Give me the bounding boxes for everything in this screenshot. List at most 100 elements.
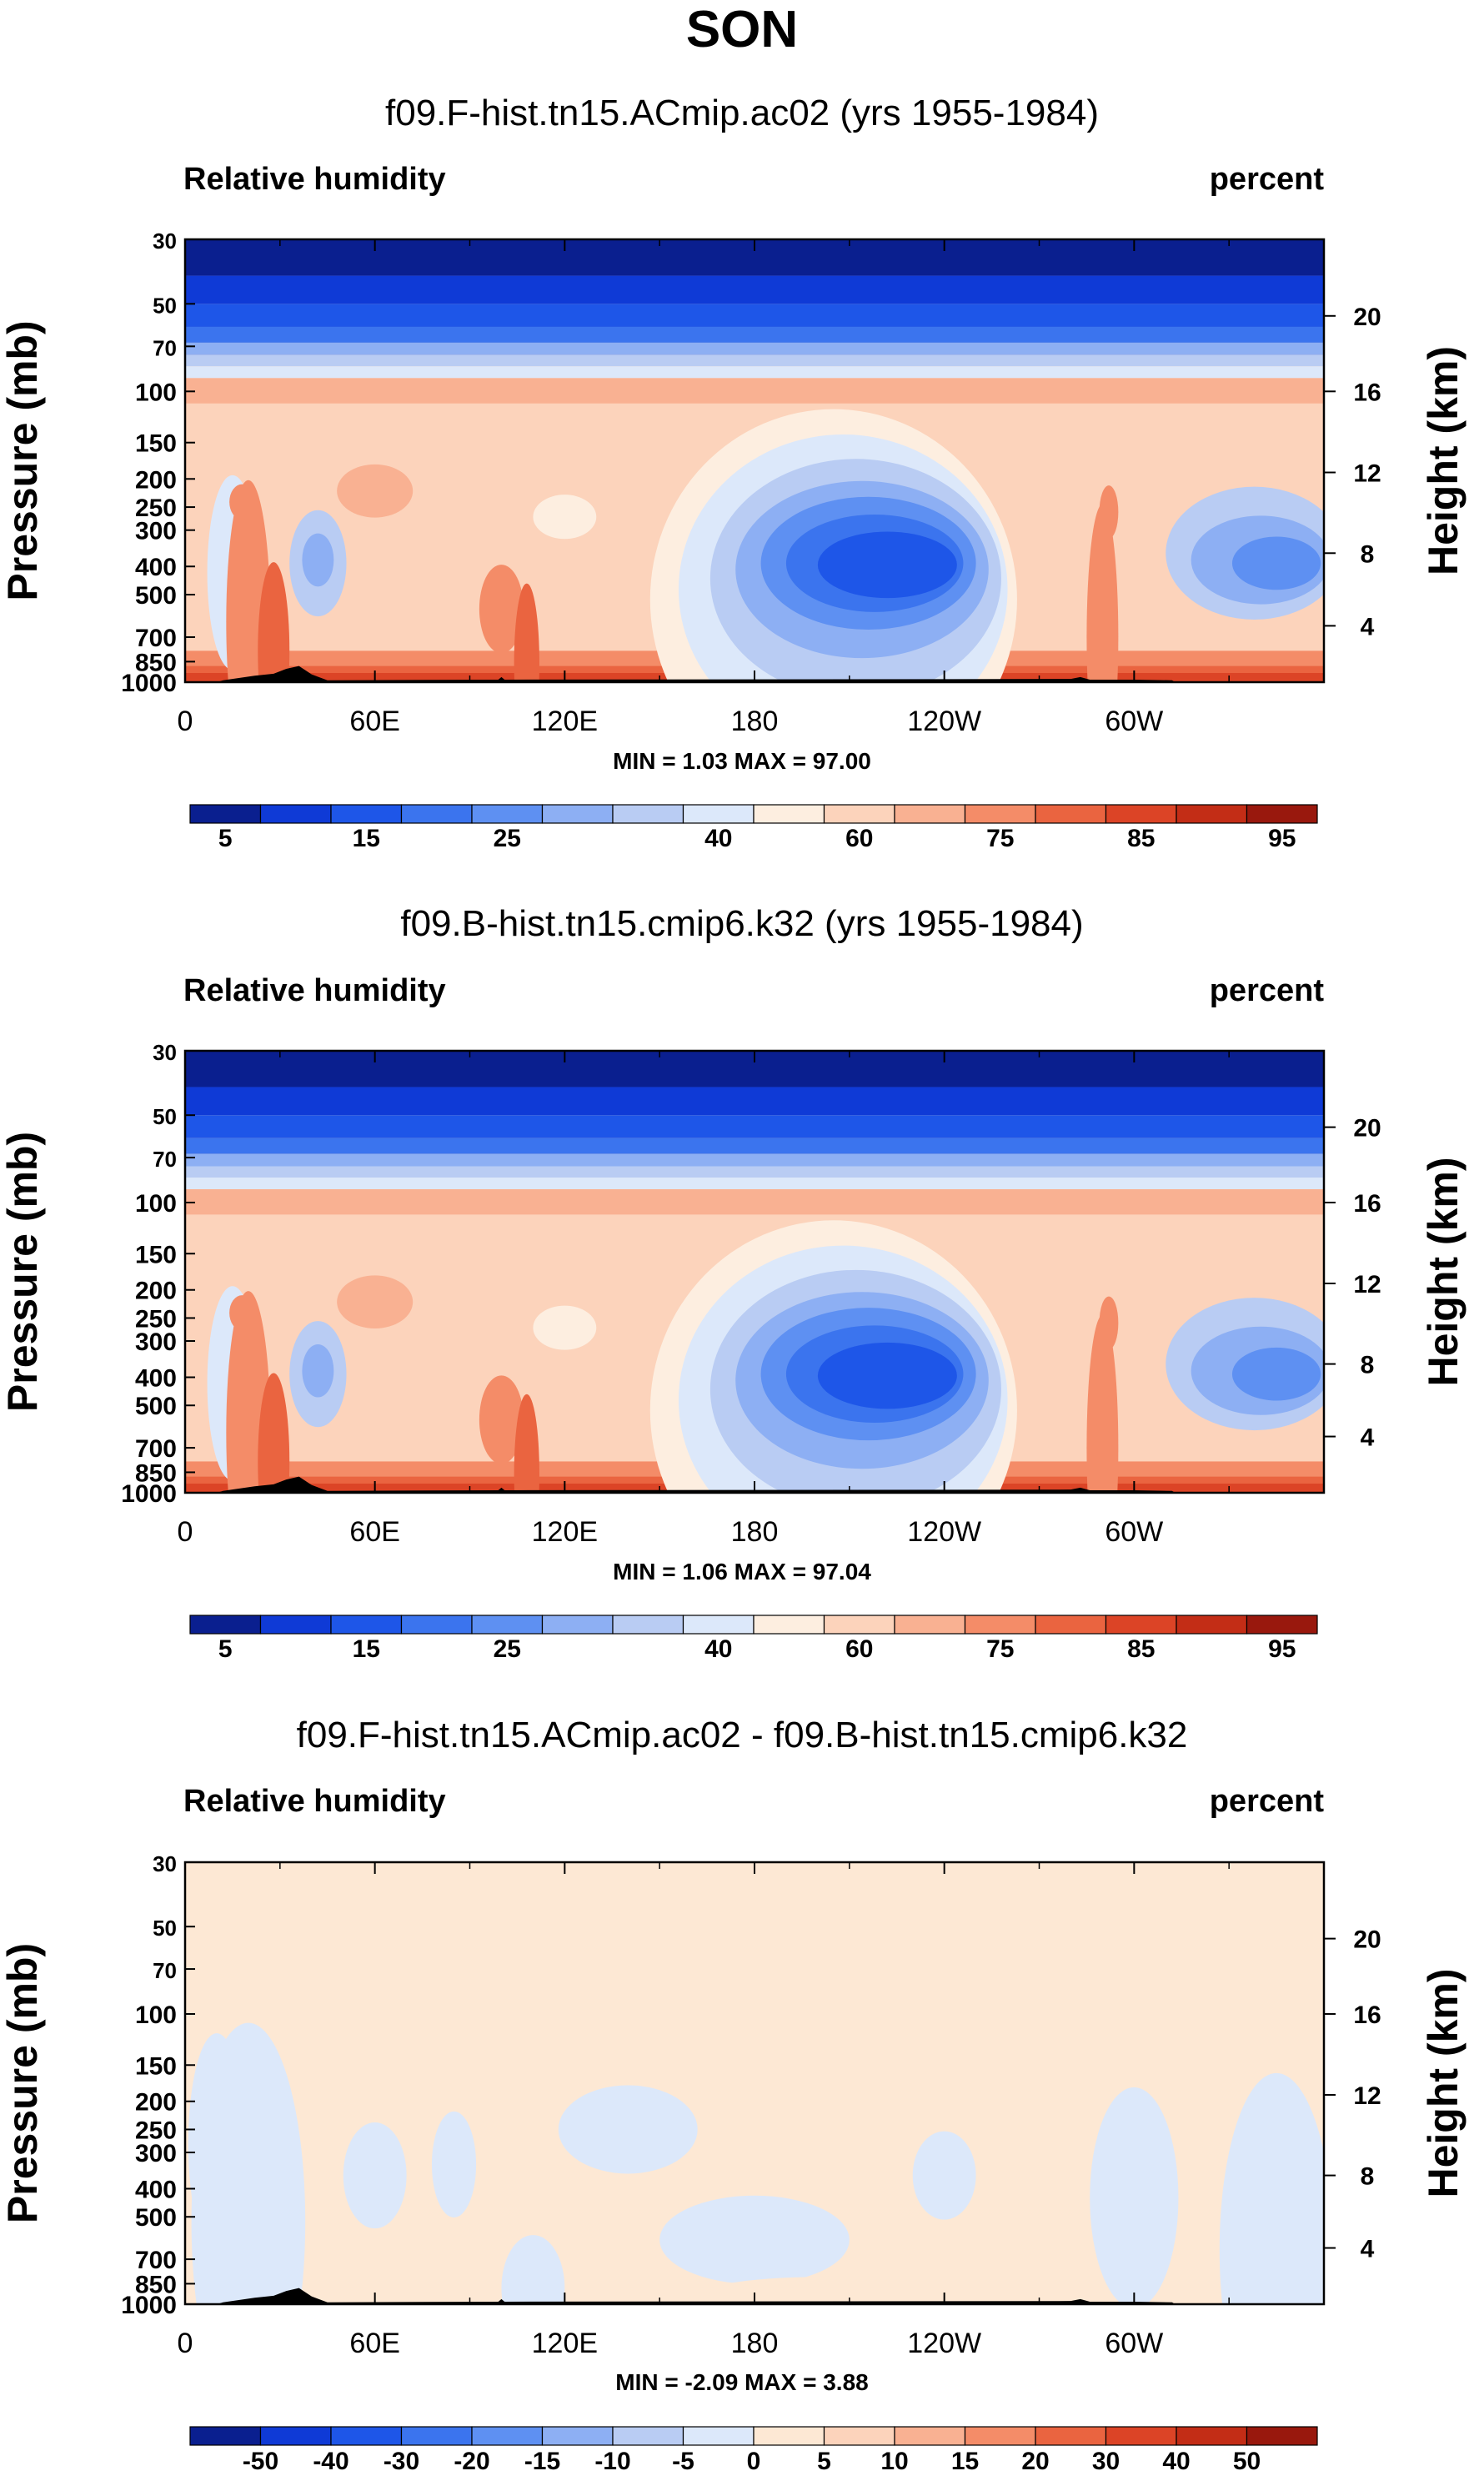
y-right-tick-label: 4 — [1361, 2236, 1375, 2263]
colorbar-swatch — [400, 804, 473, 824]
diff-neg-surface-1 — [501, 2235, 565, 2304]
land-mask — [216, 1476, 1176, 1493]
colorbar-swatch — [189, 2426, 262, 2446]
rh-dry-africa-2 — [302, 533, 334, 587]
y-tick-label: 150 — [135, 430, 177, 458]
colorbar-swatch — [682, 1615, 755, 1635]
rh-upper-moist-2 — [229, 484, 255, 520]
colorbar-label: 25 — [494, 825, 521, 852]
colorbar: 5 15 25 40 60 75 85 95 — [189, 804, 1318, 852]
colorbar-swatch — [753, 1615, 825, 1635]
x-tick-label: 60W — [1105, 2328, 1163, 2359]
panel-2: f09.B-hist.tn15.cmip6.k32 (yrs 1955-1984… — [0, 903, 1466, 1663]
colorbar-swatch — [330, 1615, 403, 1635]
colorbar-swatch — [612, 1615, 684, 1635]
colorbar-swatch — [894, 1615, 966, 1635]
y-axis-title-right: Height (km) — [1420, 346, 1466, 575]
colorbar-label: 5 — [218, 1635, 233, 1663]
y-tick-label: 200 — [135, 1278, 177, 1305]
y-tick-label: 250 — [135, 495, 177, 522]
plot-area — [185, 1862, 1324, 2304]
panel-right-label: percent — [1210, 162, 1325, 197]
colorbar-swatch — [1105, 804, 1177, 824]
colorbar-swatch — [259, 1615, 332, 1635]
y-tick-label: 70 — [153, 1958, 177, 1983]
y-tick-label: 50 — [153, 1104, 177, 1129]
colorbar: 5 15 25 40 60 75 85 95 — [189, 1615, 1318, 1663]
diff-neg-indian — [343, 2122, 407, 2229]
y-tick-label: 500 — [135, 1393, 177, 1420]
rh-strat-band — [185, 304, 1324, 327]
panel-3: f09.F-hist.tn15.ACmip.ac02 - f09.B-hist.… — [0, 1715, 1466, 2475]
y-right-tick-label: 4 — [1361, 613, 1375, 640]
rh-moist-maritime-2 — [514, 1394, 539, 1493]
colorbar-label: 75 — [986, 1635, 1014, 1663]
y-tick-label: 300 — [135, 2140, 177, 2167]
colorbar-swatch — [1105, 1615, 1177, 1635]
colorbar-swatch — [471, 1615, 544, 1635]
x-tick-label: 120W — [907, 1516, 981, 1548]
y-axis-title: Pressure (mb) — [0, 320, 46, 600]
x-tick-label: 120E — [532, 2328, 598, 2359]
y-axis-title: Pressure (mb) — [0, 1132, 46, 1412]
y-tick-label: 850 — [135, 649, 177, 676]
colorbar-label: -10 — [594, 2448, 630, 2475]
colorbar-label: 40 — [704, 1635, 732, 1663]
y-tick-label: 500 — [135, 582, 177, 610]
y-tick-label: 150 — [135, 1241, 177, 1268]
rh-strat-band — [185, 1153, 1324, 1167]
y-tick-label: 30 — [153, 1851, 177, 1876]
colorbar-label: -15 — [524, 2448, 560, 2475]
rh-light-patch — [533, 1305, 597, 1350]
colorbar-swatch — [823, 804, 895, 824]
y-tick-label: 30 — [153, 229, 177, 254]
colorbar-swatch — [259, 2426, 332, 2446]
diff-neg-central-pacific — [659, 2195, 850, 2284]
panel-title: f09.B-hist.tn15.cmip6.k32 (yrs 1955-1984… — [400, 903, 1083, 944]
x-tick-label: 180 — [731, 1516, 779, 1548]
colorbar-swatch — [612, 804, 684, 824]
panel-right-label: percent — [1210, 1784, 1325, 1819]
panel-title: f09.F-hist.tn15.ACmip.ac02 - f09.B-hist.… — [297, 1715, 1188, 1755]
y-tick-label: 50 — [153, 1916, 177, 1941]
colorbar-swatch — [330, 804, 403, 824]
rh-strat-band — [185, 342, 1324, 355]
diff-pos-surface — [691, 2277, 945, 2304]
colorbar-label: 25 — [494, 1635, 521, 1663]
colorbar-swatch — [894, 804, 966, 824]
colorbar-swatch — [894, 2426, 966, 2446]
panels: f09.F-hist.tn15.ACmip.ac02 (yrs 1955-198… — [0, 93, 1466, 2475]
x-tick-label: 60W — [1105, 706, 1163, 737]
colorbar-swatch — [189, 1615, 262, 1635]
colorbar-swatch — [1105, 2426, 1177, 2446]
colorbar-swatch — [330, 2426, 403, 2446]
colorbar-label: 40 — [704, 825, 732, 852]
y-tick-label: 70 — [153, 1147, 177, 1172]
rh-strat-band — [185, 1115, 1324, 1138]
rh-light-patch — [533, 495, 597, 540]
colorbar-swatch — [1246, 804, 1318, 824]
figure-title: SON — [686, 1, 798, 58]
panel-title: f09.F-hist.tn15.ACmip.ac02 (yrs 1955-198… — [385, 93, 1099, 133]
colorbar-label: 15 — [353, 1635, 380, 1663]
colorbar-label: -20 — [454, 2448, 489, 2475]
colorbar-swatch — [964, 804, 1036, 824]
colorbar-label: -5 — [672, 2448, 694, 2475]
colorbar-label: 60 — [845, 825, 873, 852]
rh-strat-band — [185, 326, 1324, 343]
y-tick-label: 200 — [135, 466, 177, 494]
y-right-tick-label: 16 — [1353, 1190, 1381, 1218]
colorbar-swatch — [682, 2426, 755, 2446]
colorbar-swatch — [541, 2426, 614, 2446]
y-axis-title-right: Height (km) — [1420, 1158, 1466, 1387]
x-tick-label: 120E — [532, 706, 598, 737]
rh-tropopause-moist — [185, 1189, 1324, 1215]
y-axis-title: Pressure (mb) — [0, 1943, 46, 2223]
colorbar-label: 20 — [1021, 2448, 1049, 2475]
y-tick-label: 100 — [135, 2001, 177, 2029]
panel-left-label: Relative humidity — [183, 1784, 446, 1819]
y-right-tick-label: 8 — [1361, 540, 1375, 568]
colorbar-swatch — [1246, 1615, 1318, 1635]
colorbar-swatch — [471, 804, 544, 824]
